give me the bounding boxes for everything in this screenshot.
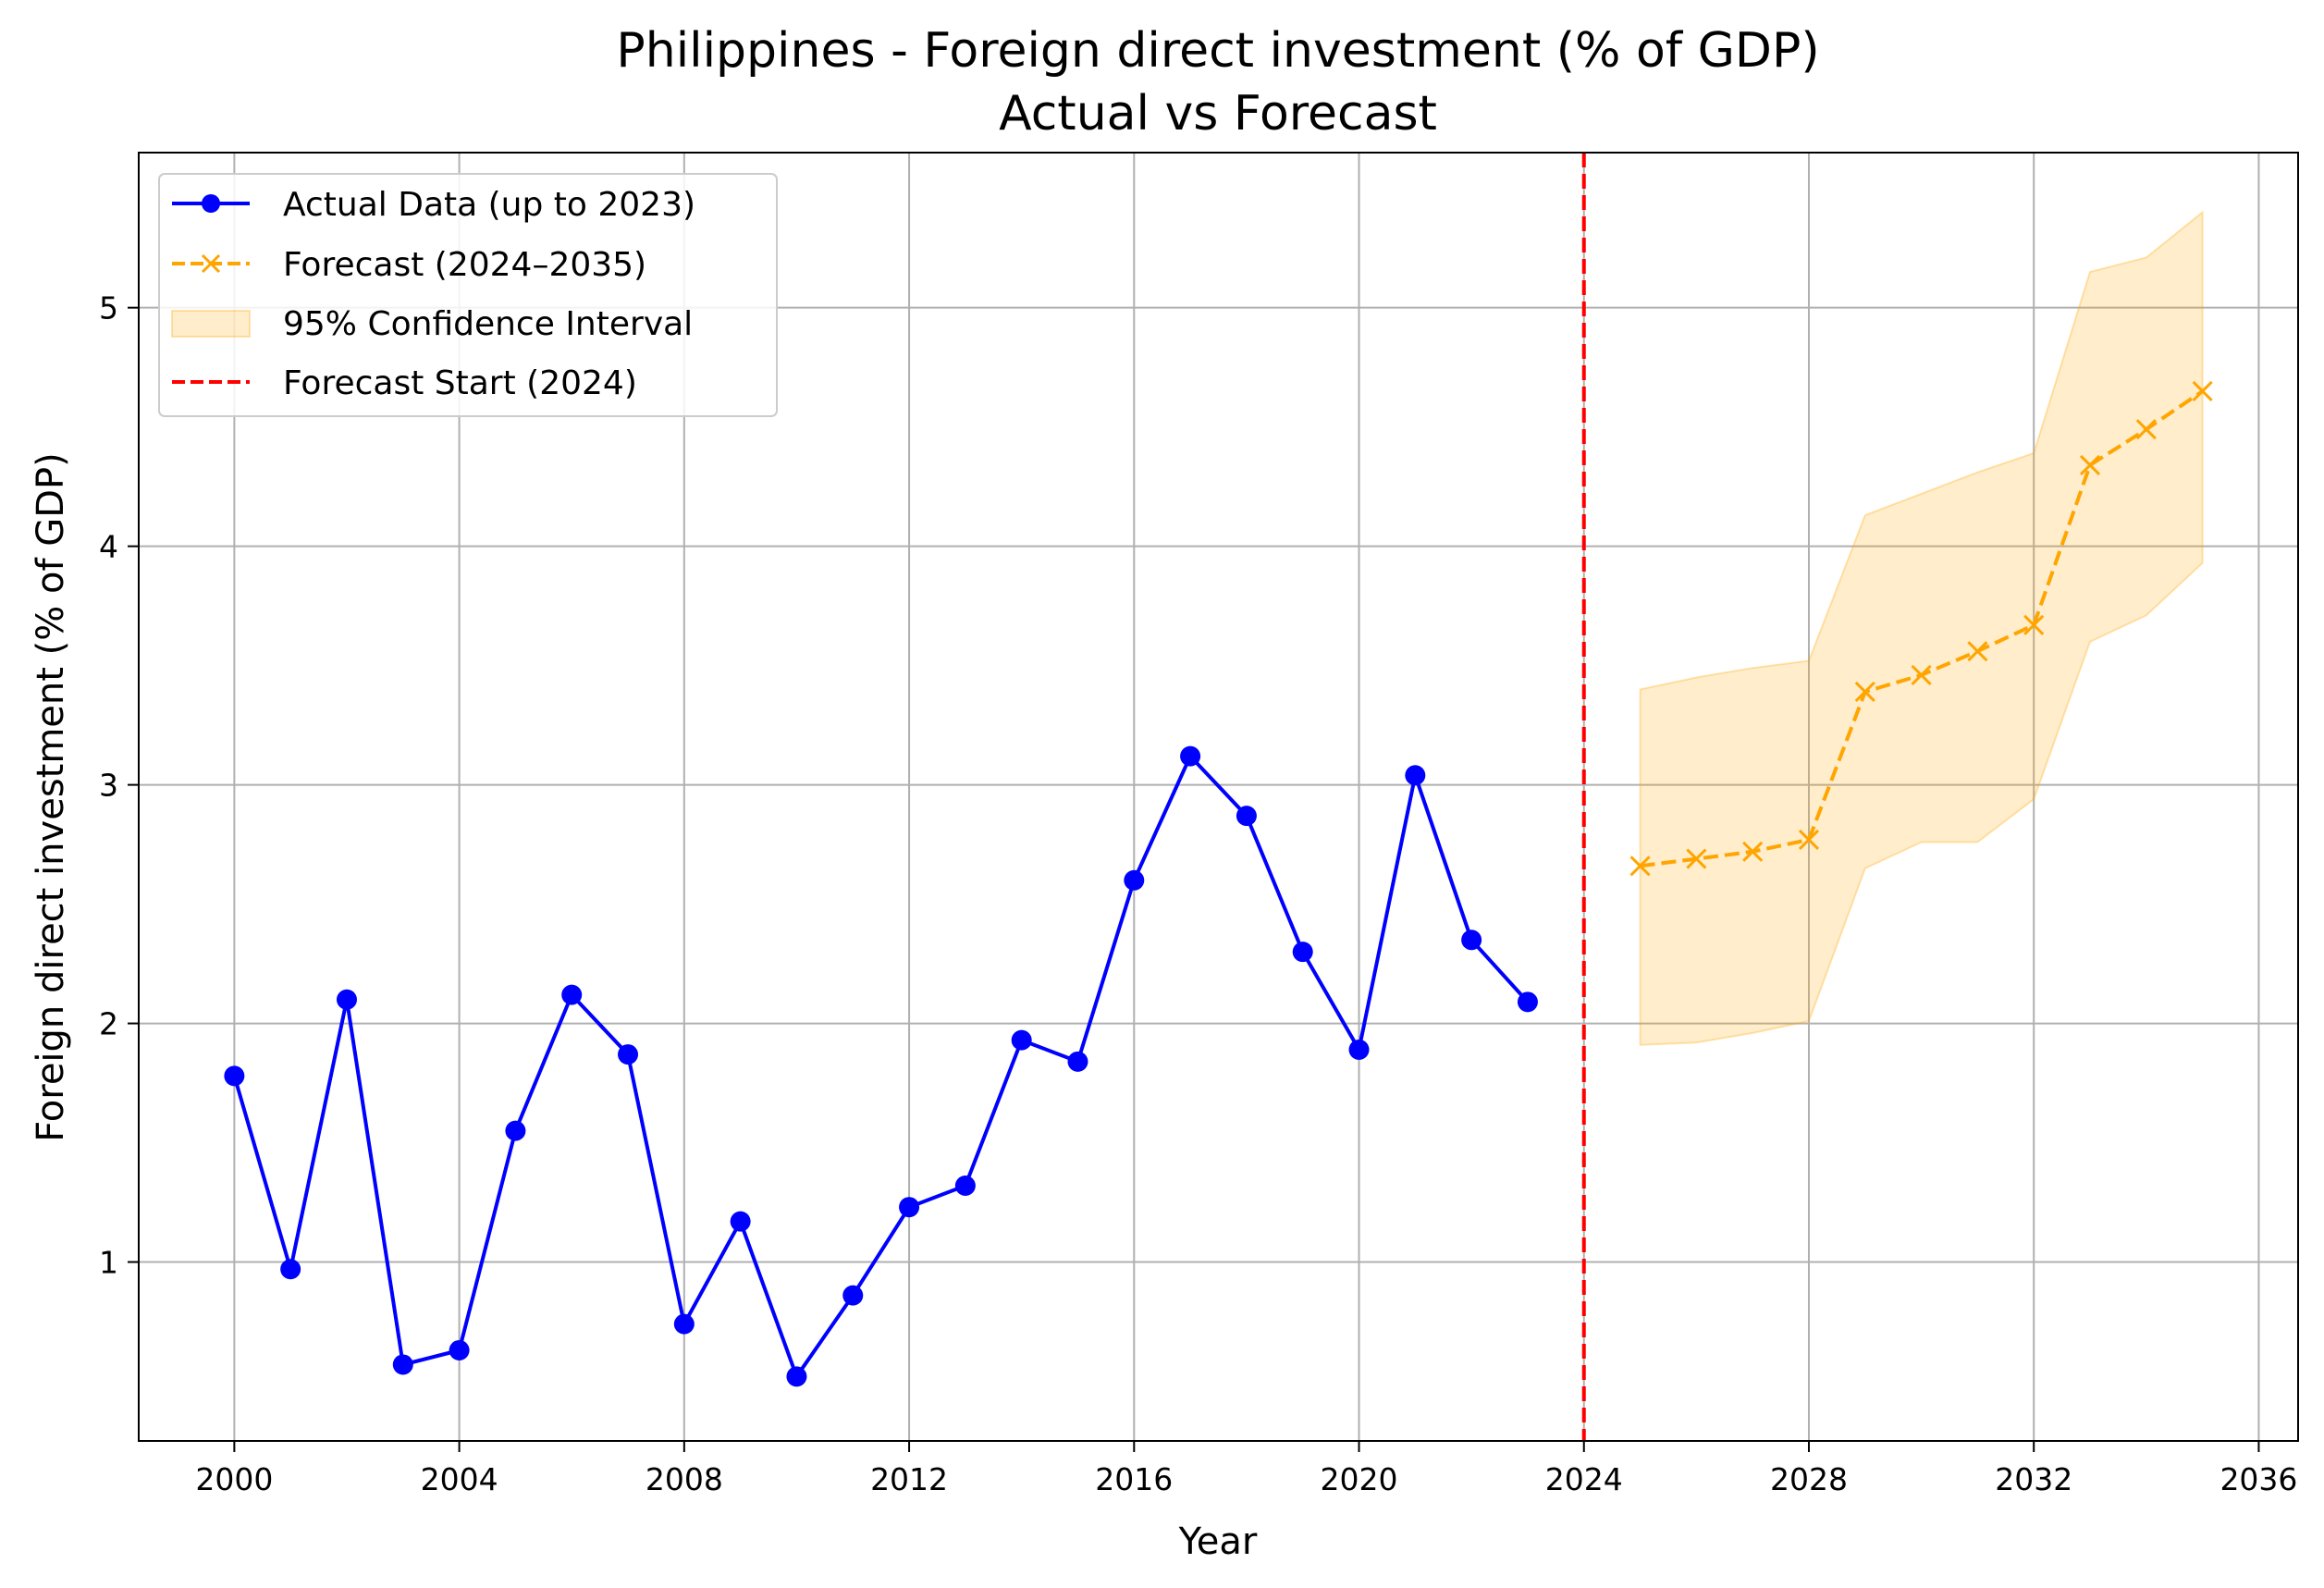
actual-point xyxy=(280,1259,301,1279)
actual-point xyxy=(618,1044,638,1065)
actual-point xyxy=(561,985,582,1005)
y-tick-label: 1 xyxy=(99,1245,118,1281)
legend-forecast-label: Forecast (2024–2035) xyxy=(283,246,646,284)
y-tick-label: 5 xyxy=(99,290,118,326)
actual-point xyxy=(842,1286,863,1306)
legend-ci-label: 95% Confidence Interval xyxy=(283,305,693,343)
legend-vline-label: Forecast Start (2024) xyxy=(283,364,637,402)
y-tick-label: 3 xyxy=(99,768,118,804)
actual-point xyxy=(731,1212,751,1232)
x-tick-label: 2008 xyxy=(646,1461,723,1497)
actual-point xyxy=(1236,806,1257,826)
actual-point xyxy=(224,1065,244,1086)
actual-point xyxy=(1461,929,1482,950)
y-tick-label: 4 xyxy=(99,529,118,565)
actual-point xyxy=(1124,870,1144,891)
x-axis-label: Year xyxy=(1178,1520,1258,1563)
x-tick-label: 2032 xyxy=(1995,1461,2072,1497)
legend-item-ci: 95% Confidence Interval xyxy=(172,305,693,343)
x-tick-label: 2020 xyxy=(1321,1461,1398,1497)
actual-point xyxy=(674,1314,695,1335)
actual-point xyxy=(1012,1030,1032,1051)
x-tick-label: 2016 xyxy=(1095,1461,1173,1497)
actual-point xyxy=(899,1197,919,1217)
legend-ci-swatch xyxy=(172,311,250,337)
chart-subtitle: Actual vs Forecast xyxy=(999,86,1437,142)
x-tick-label: 2004 xyxy=(421,1461,498,1497)
actual-point xyxy=(786,1366,806,1386)
actual-point xyxy=(1349,1040,1370,1060)
actual-point xyxy=(955,1176,976,1196)
actual-point xyxy=(449,1340,470,1360)
legend: Actual Data (up to 2023) Forecast (2024–… xyxy=(159,174,777,416)
chart-title: Philippines - Foreign direct investment … xyxy=(616,23,1819,79)
actual-point xyxy=(1067,1052,1088,1072)
actual-point xyxy=(337,990,357,1010)
x-tick-label: 2024 xyxy=(1545,1461,1623,1497)
y-tick-label: 2 xyxy=(99,1006,118,1042)
actual-point xyxy=(1293,942,1313,962)
actual-point xyxy=(1405,765,1425,785)
x-tick-label: 2036 xyxy=(2219,1461,2297,1497)
x-tick-label: 2028 xyxy=(1770,1461,1848,1497)
actual-point xyxy=(1518,991,1538,1012)
legend-actual-marker xyxy=(202,194,220,213)
x-tick-label: 2012 xyxy=(870,1461,948,1497)
actual-point xyxy=(1180,746,1200,767)
x-tick-label: 2000 xyxy=(195,1461,273,1497)
legend-actual-label: Actual Data (up to 2023) xyxy=(283,186,695,224)
actual-point xyxy=(505,1121,525,1141)
y-axis-label: Foreign direct investment (% of GDP) xyxy=(30,452,72,1142)
actual-point xyxy=(393,1354,413,1374)
